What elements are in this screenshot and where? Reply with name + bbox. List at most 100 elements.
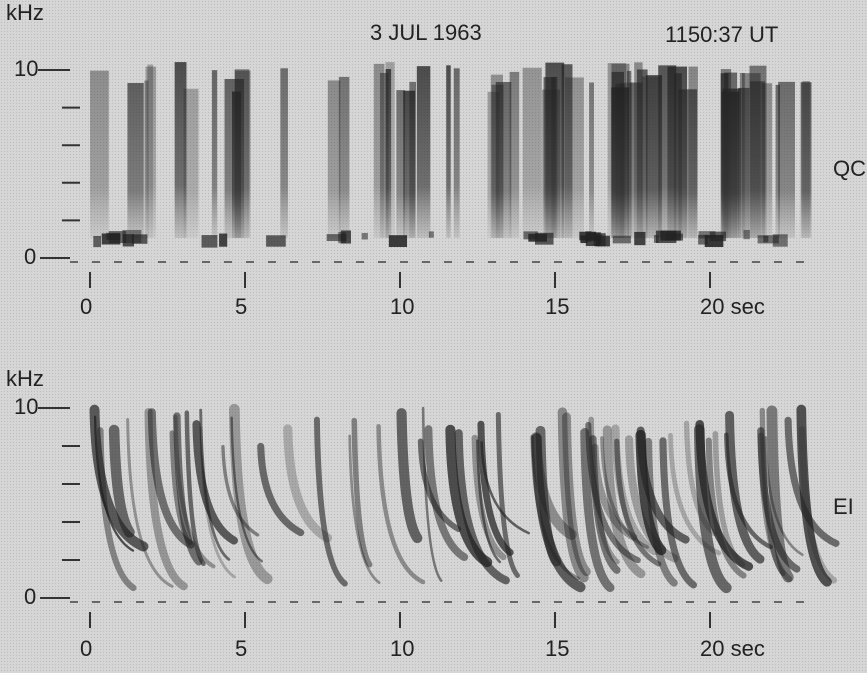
spectrogram-whistler (757, 427, 801, 573)
x-label: 5 (235, 294, 247, 319)
spectrogram-streak (487, 91, 500, 238)
spectrogram-whistler (602, 425, 646, 579)
noise-band (660, 230, 681, 241)
noise-band (596, 235, 610, 247)
noise-band (579, 231, 597, 241)
spectrogram-whistler (562, 412, 591, 577)
spectrogram-whistler (348, 434, 381, 585)
spectrogram-streak (724, 72, 738, 238)
spectrogram-whistler (126, 417, 174, 588)
spectrogram-streak (561, 64, 573, 238)
spectrogram-whistler (591, 443, 638, 541)
spectrogram-whistler (108, 424, 135, 538)
noise-band (704, 234, 724, 248)
spectrogram-streak (416, 66, 431, 238)
spectrogram-whistler (283, 424, 333, 543)
spectrogram-streak (280, 68, 288, 238)
noise-band (534, 232, 554, 245)
spectrogram-whistler (396, 408, 423, 544)
spectrogram-whistler (424, 425, 469, 562)
spectrogram-whistler (480, 441, 530, 535)
spectrogram-whistler (784, 416, 840, 547)
x-label: 20 sec (700, 636, 765, 661)
spectrogram-streak (338, 76, 350, 238)
spectrogram-whistler (759, 407, 786, 577)
noise-band (388, 235, 408, 248)
spectrogram-streak (667, 66, 688, 238)
x-label: 15 (545, 294, 569, 319)
spectrogram-whistler (589, 435, 621, 574)
spectrogram-streak (385, 69, 392, 239)
spectrogram-whistler (351, 417, 373, 568)
x-label: 10 (390, 294, 414, 319)
spectrogram-whistler (693, 424, 732, 594)
spectrogram-whistler (147, 408, 195, 549)
station-label: QC (833, 156, 866, 181)
x-label: 5 (235, 636, 247, 661)
spectrogram-whistler (313, 416, 348, 587)
spectrogram-whistler (580, 428, 615, 593)
date: 3 JUL 1963 (370, 20, 482, 45)
x-label: 10 (390, 636, 414, 661)
spectrogram-streak (147, 64, 154, 239)
noise-band (653, 234, 659, 243)
noise-band (361, 232, 368, 240)
spectrogram-whistler (557, 407, 589, 583)
spectrogram-streak (396, 90, 406, 238)
spectrogram-streak (522, 67, 542, 238)
spectrogram-whistler (588, 416, 620, 565)
spectrogram-whistler (257, 442, 305, 537)
noise-band (428, 231, 434, 238)
spectrogram-whistler (173, 412, 203, 566)
spectrogram-whistler (683, 420, 718, 537)
spectrogram-whistler (184, 410, 206, 567)
noise-band (101, 233, 121, 245)
spectrogram-streak (327, 80, 341, 238)
noise-band (757, 235, 779, 244)
x-label: 0 (80, 636, 92, 661)
spectrogram-whistler (454, 429, 510, 585)
spectrogram-streak (174, 62, 187, 238)
time: 1150:37 UT (665, 22, 778, 47)
station-label: EI (833, 494, 854, 519)
noise-band (698, 231, 716, 239)
spectrogram-streak (183, 88, 199, 239)
spectrogram-streak (800, 82, 812, 238)
spectrogram-streak (775, 84, 781, 238)
spectrogram-streak (144, 80, 149, 238)
spectrogram-whistler (421, 406, 443, 582)
spectrogram-streak (403, 90, 416, 239)
spectrogram-streak (373, 63, 385, 239)
noise-band (122, 230, 142, 243)
spectrogram-whistler (530, 435, 580, 581)
noise-band (698, 234, 708, 245)
spectrogram-whistler (796, 404, 832, 587)
spectrogram-streak (211, 70, 218, 238)
noise-band (219, 233, 228, 247)
unit-label: kHz (6, 0, 44, 25)
unit-label: kHz (6, 366, 44, 391)
spectrogram-streak (778, 81, 795, 238)
spectrogram-streak (509, 71, 520, 238)
x-label: 15 (545, 636, 569, 661)
noise-band (326, 234, 347, 242)
spectrogram-whistler (476, 439, 502, 564)
spectrogram-whistler (766, 405, 794, 583)
noise-band (612, 235, 631, 244)
noise-band (93, 235, 101, 248)
spectrogram-whistler (89, 404, 149, 552)
noise-band (772, 234, 788, 247)
spectrogram-whistler (636, 426, 690, 544)
spectrogram-streak (453, 68, 460, 239)
spectrogram-streak (234, 69, 250, 238)
spectrogram-streak (761, 83, 773, 239)
y-label: 0 (24, 244, 36, 269)
spectrogram-streak (589, 82, 594, 238)
x-label: 20 sec (700, 294, 765, 319)
noise-band (743, 230, 750, 240)
spectrogram-panel: kHz 10 0 0 5 10 15 20 sec QC (6, 0, 866, 319)
spectrogram-whistler (221, 445, 260, 537)
panels: kHz 10 0 0 5 10 15 20 sec QC kHz 10 0 0 5 10 15 20 sec EI (6, 0, 866, 661)
